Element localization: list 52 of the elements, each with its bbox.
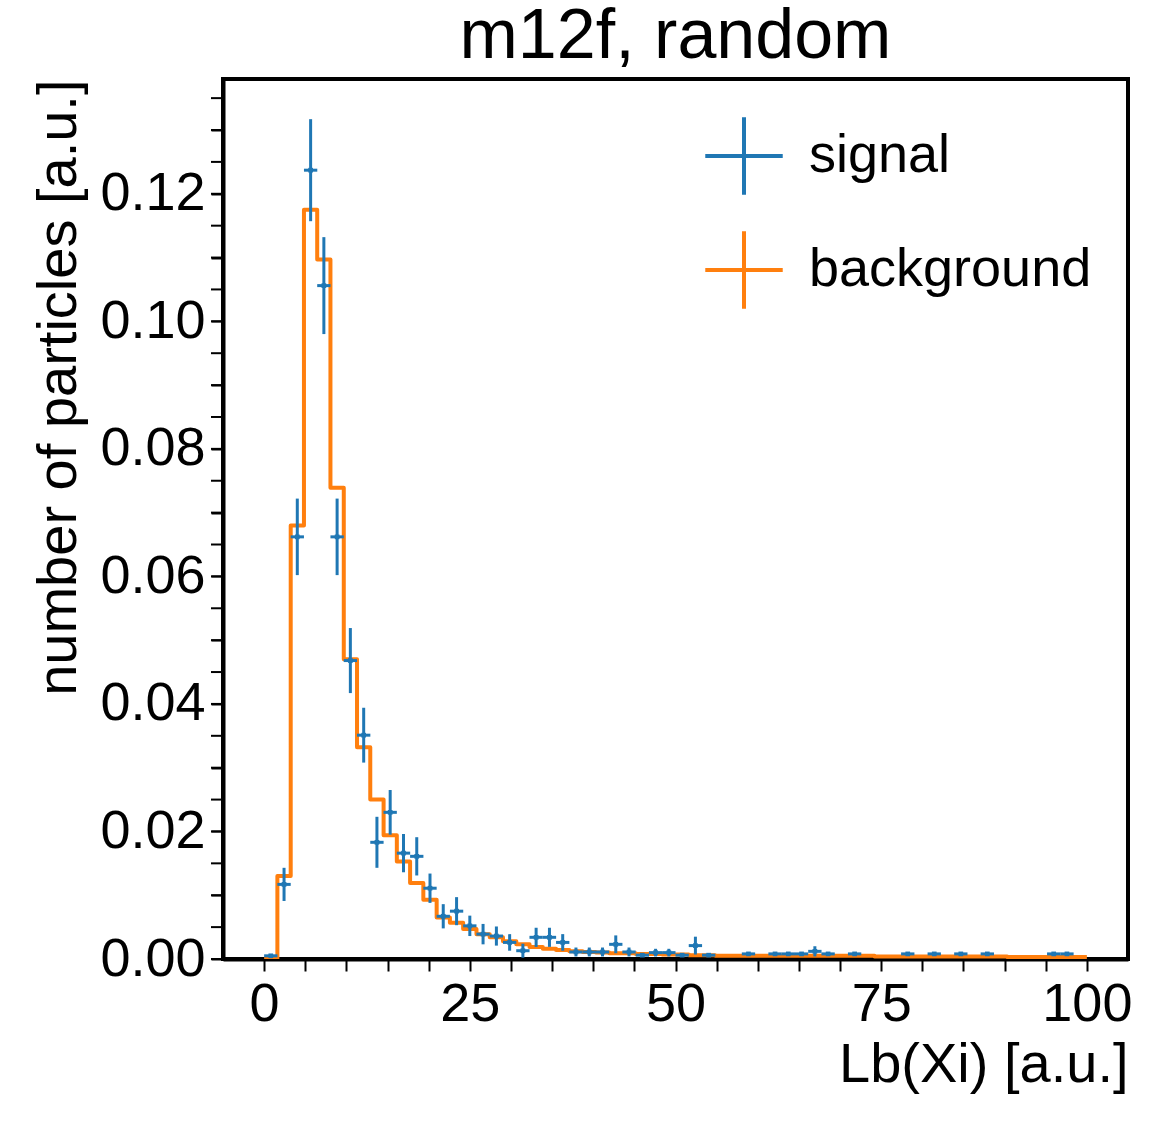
point xyxy=(640,952,645,958)
point xyxy=(613,941,619,947)
point xyxy=(547,934,552,940)
y-tick-label: 0.02 xyxy=(100,798,206,859)
y-axis-title: number of particles [a.u.] xyxy=(25,79,89,696)
point xyxy=(520,948,526,954)
point xyxy=(785,951,791,957)
point xyxy=(560,940,566,945)
y-tick-label: 0.04 xyxy=(100,671,206,732)
point xyxy=(693,943,698,948)
point xyxy=(905,951,911,957)
point xyxy=(507,940,512,945)
x-axis-title: Lb(Xi) [a.u.] xyxy=(839,1030,1129,1094)
point xyxy=(414,853,420,859)
point xyxy=(454,908,459,914)
point xyxy=(281,882,287,887)
x-tick-label: 100 xyxy=(1042,971,1133,1032)
point xyxy=(321,283,327,288)
legend-label: signal xyxy=(809,123,951,183)
point xyxy=(294,534,300,540)
point xyxy=(984,951,990,957)
point xyxy=(852,951,857,957)
point xyxy=(387,809,393,815)
point xyxy=(361,732,367,738)
point xyxy=(308,167,313,173)
point xyxy=(958,951,964,957)
point xyxy=(374,839,380,845)
point xyxy=(268,953,274,959)
point xyxy=(427,885,433,891)
point xyxy=(799,951,804,957)
point xyxy=(931,951,937,957)
x-tick-label: 50 xyxy=(645,971,707,1032)
point xyxy=(746,951,751,957)
y-tick-label: 0.12 xyxy=(100,161,206,222)
point xyxy=(706,952,711,958)
y-tick-label: 0.08 xyxy=(100,416,206,477)
point xyxy=(533,934,539,940)
x-tick-label: 25 xyxy=(440,971,501,1032)
point xyxy=(494,933,499,939)
point xyxy=(1051,951,1057,957)
legend-label: background xyxy=(809,237,1092,297)
point xyxy=(679,952,685,958)
point xyxy=(440,913,446,919)
x-tick-label: 0 xyxy=(249,971,280,1032)
point xyxy=(401,850,406,856)
chart-title: m12f, random xyxy=(459,0,892,73)
y-tick-label: 0.10 xyxy=(100,288,206,349)
point xyxy=(348,658,353,663)
y-tick-label: 0.00 xyxy=(100,926,206,987)
x-tick-label: 75 xyxy=(851,971,912,1032)
y-tick-label: 0.06 xyxy=(100,543,206,604)
point xyxy=(467,923,473,929)
